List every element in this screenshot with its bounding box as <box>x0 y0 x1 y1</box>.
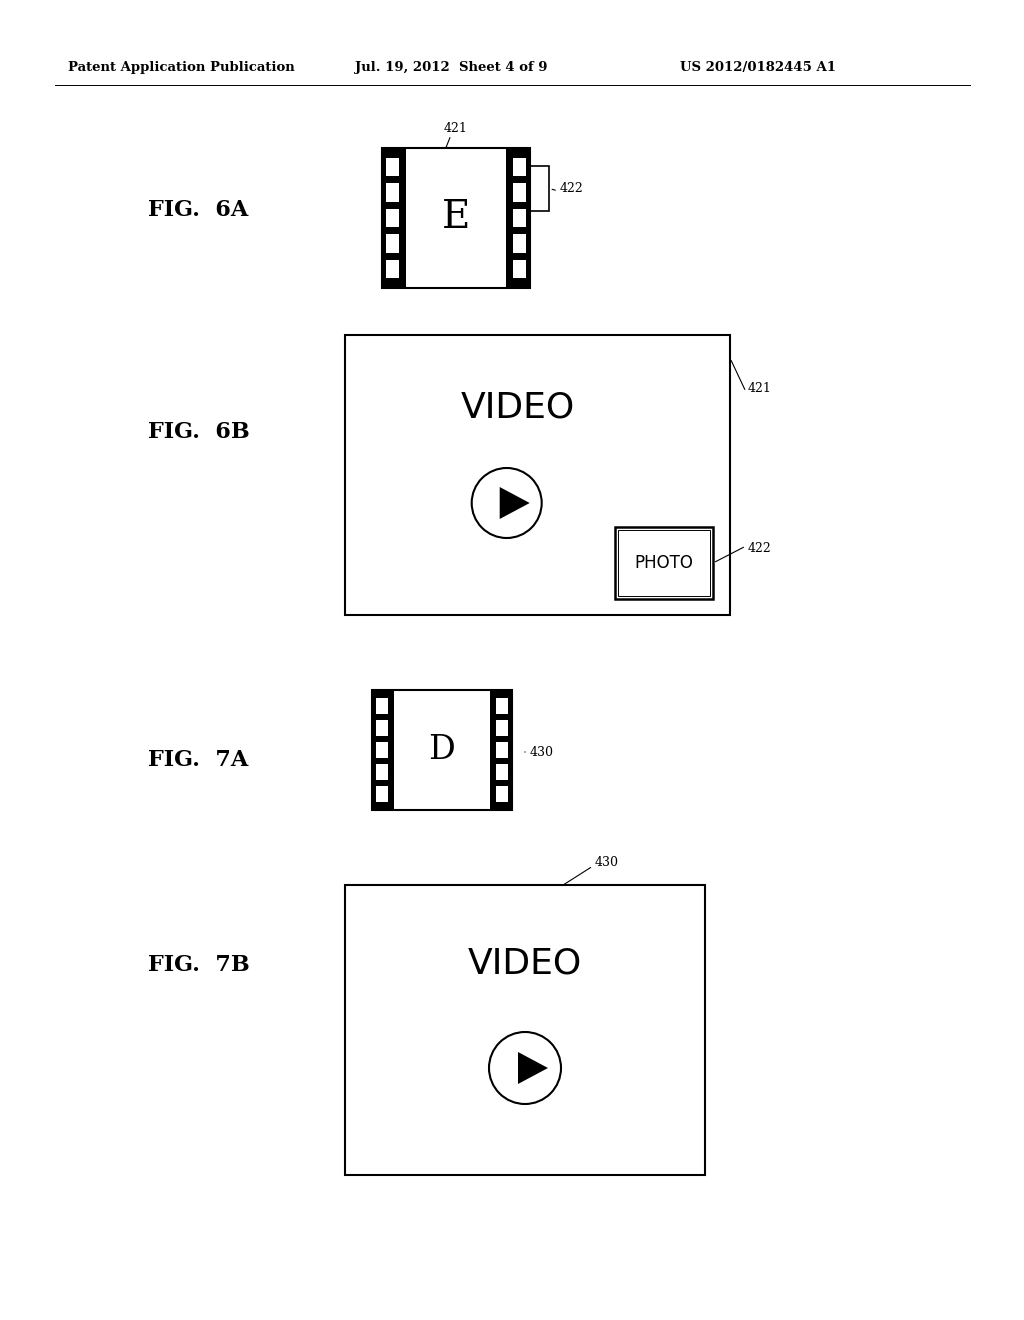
Text: D: D <box>429 734 456 766</box>
Bar <box>489 690 512 810</box>
Bar <box>513 260 525 279</box>
Bar <box>382 148 406 288</box>
Text: FIG.  6A: FIG. 6A <box>148 199 248 220</box>
Polygon shape <box>500 487 529 519</box>
Bar <box>376 698 388 714</box>
Text: FIG.  7A: FIG. 7A <box>148 748 248 771</box>
Text: 430: 430 <box>530 746 554 759</box>
Bar <box>513 209 525 227</box>
Bar <box>513 183 525 202</box>
Bar <box>496 764 508 780</box>
Bar <box>506 148 530 288</box>
Polygon shape <box>518 1052 548 1084</box>
Text: US 2012/0182445 A1: US 2012/0182445 A1 <box>680 62 836 74</box>
Text: 422: 422 <box>748 541 772 554</box>
Bar <box>376 764 388 780</box>
Bar <box>386 209 399 227</box>
Bar <box>372 690 394 810</box>
Bar <box>498 166 550 211</box>
Bar <box>618 531 710 597</box>
Bar <box>386 260 399 279</box>
Bar <box>496 698 508 714</box>
Bar <box>386 158 399 176</box>
Bar <box>513 235 525 252</box>
Bar <box>615 527 713 599</box>
Bar <box>386 235 399 252</box>
Text: VIDEO: VIDEO <box>461 389 575 424</box>
Text: Patent Application Publication: Patent Application Publication <box>68 62 295 74</box>
Text: 421: 421 <box>444 121 468 135</box>
Bar <box>496 742 508 758</box>
Text: 421: 421 <box>748 381 772 395</box>
Bar <box>372 690 512 810</box>
Bar <box>386 183 399 202</box>
Text: VIDEO: VIDEO <box>468 946 582 979</box>
Bar <box>496 785 508 801</box>
Bar <box>496 721 508 737</box>
Text: FIG.  6B: FIG. 6B <box>148 421 250 444</box>
Text: Jul. 19, 2012  Sheet 4 of 9: Jul. 19, 2012 Sheet 4 of 9 <box>355 62 548 74</box>
Bar <box>376 785 388 801</box>
Bar <box>382 148 530 288</box>
Text: E: E <box>441 199 470 236</box>
Text: PHOTO: PHOTO <box>635 554 693 572</box>
Text: 422: 422 <box>560 181 584 194</box>
Bar <box>376 721 388 737</box>
Bar <box>345 335 730 615</box>
Text: FIG.  7B: FIG. 7B <box>148 954 250 975</box>
Bar <box>376 742 388 758</box>
Bar <box>513 158 525 176</box>
Text: 430: 430 <box>595 857 618 870</box>
Bar <box>345 884 705 1175</box>
